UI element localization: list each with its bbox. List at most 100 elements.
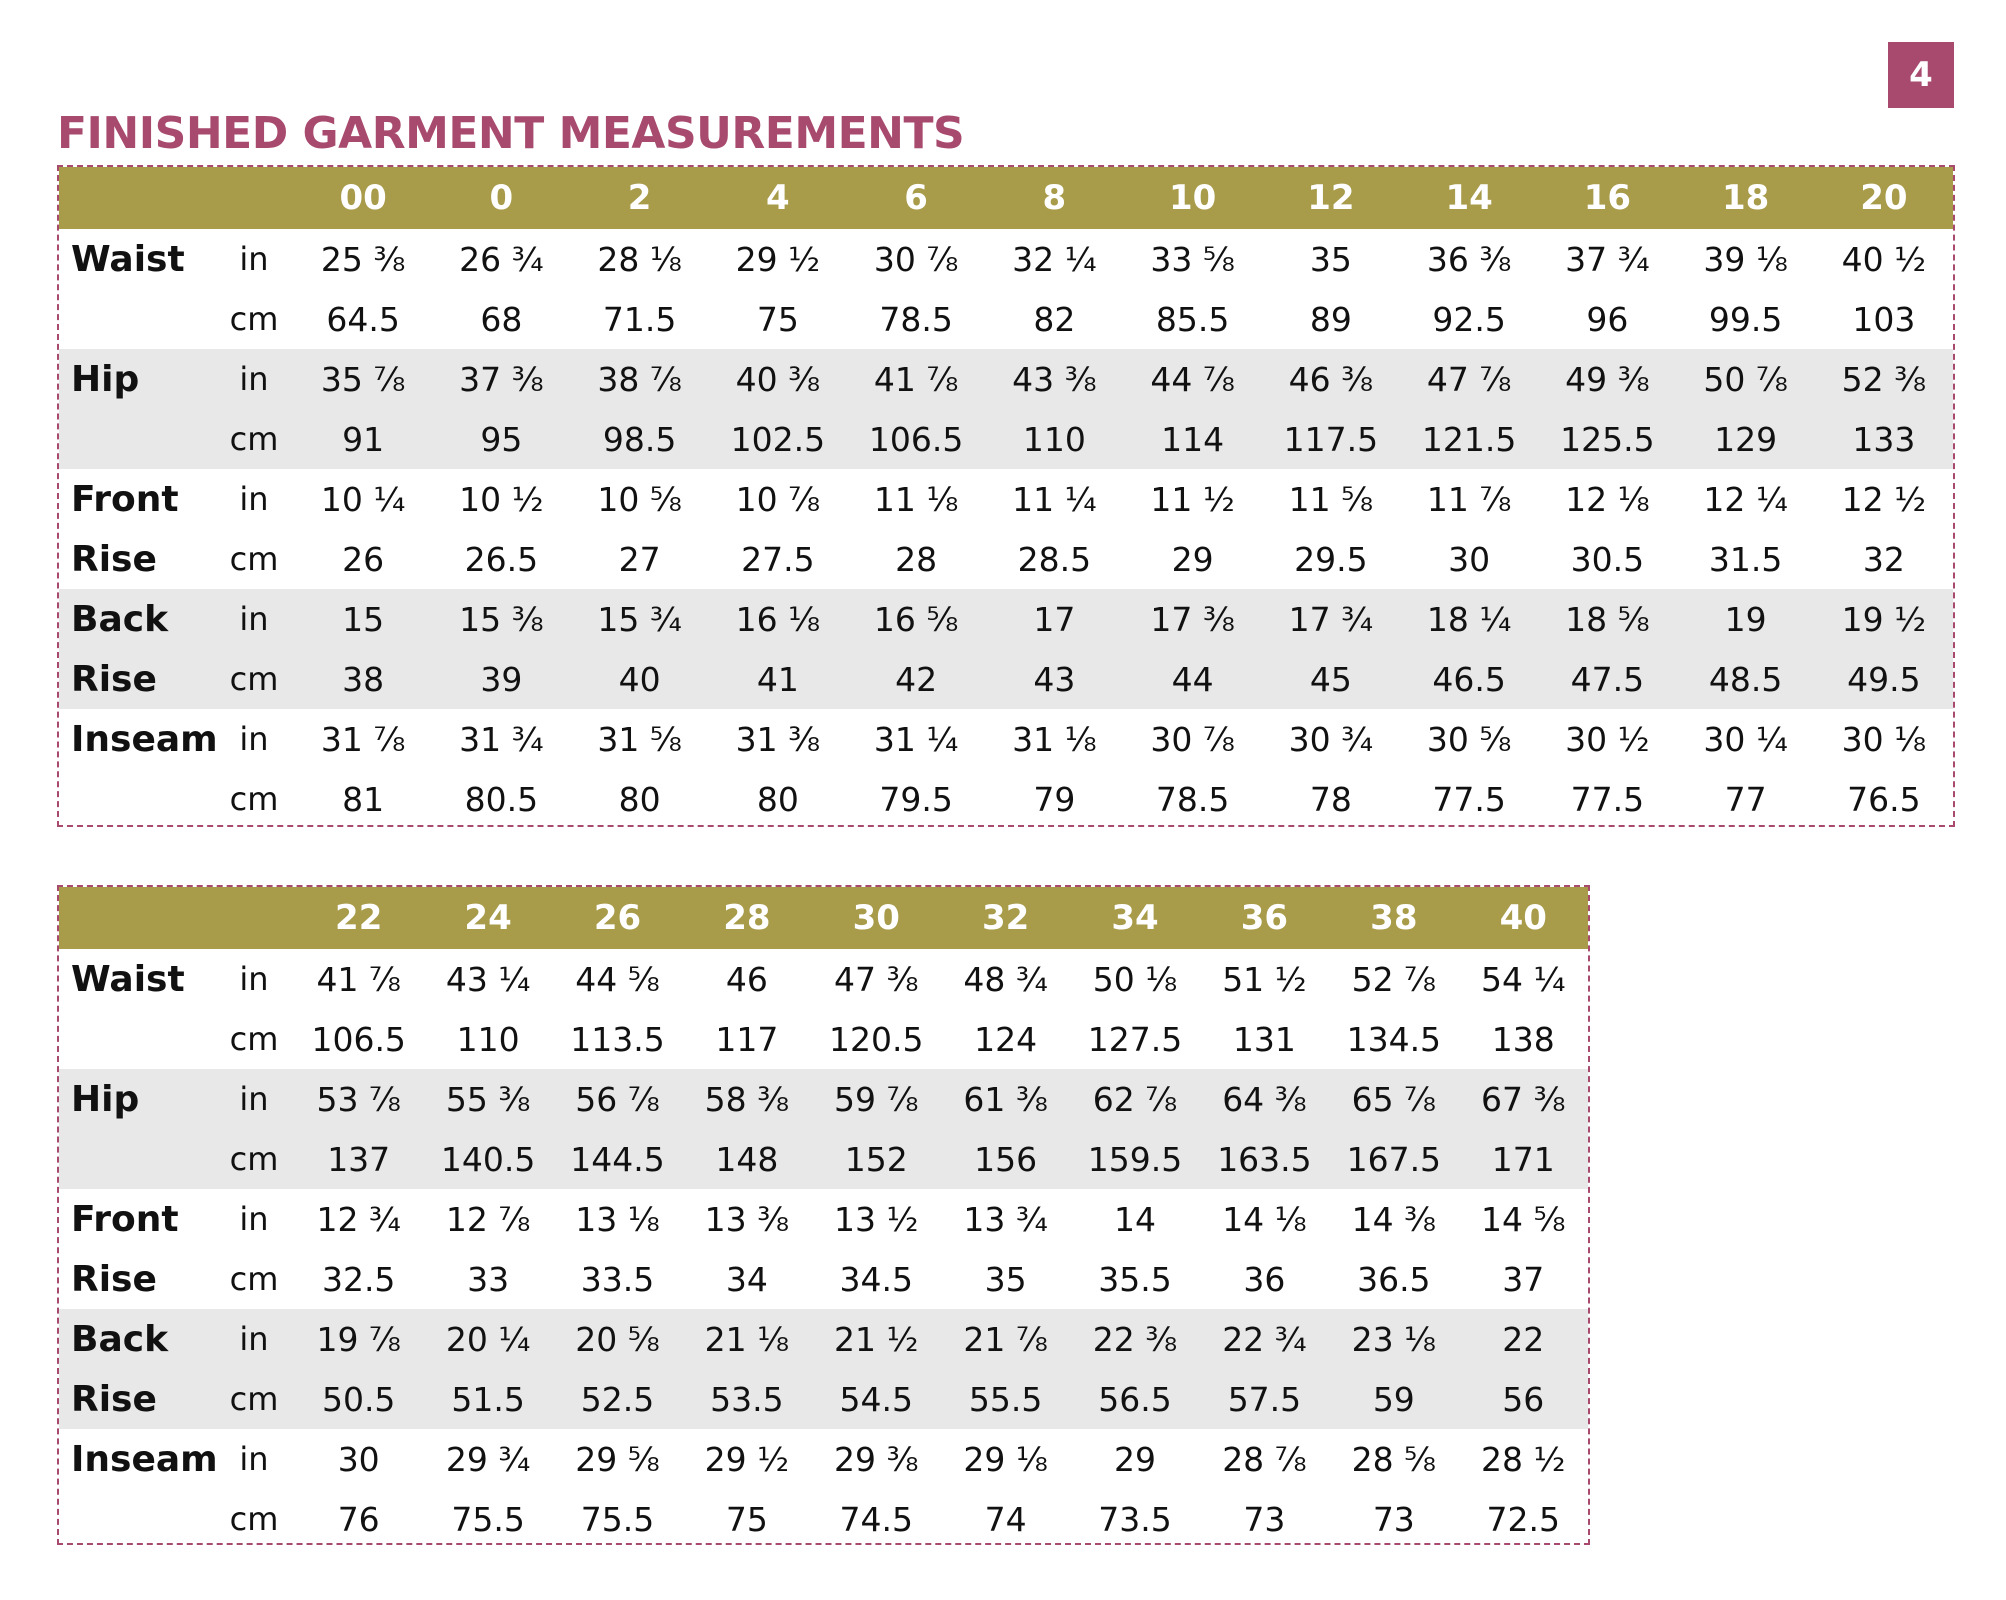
measurement-value: 14 ⅛ <box>1222 1199 1307 1239</box>
measurement-value: 33.5 <box>580 1259 655 1299</box>
measurement-value: 110 <box>456 1019 520 1059</box>
unit-label: cm <box>229 780 279 818</box>
measurement-value: 26 <box>342 539 385 579</box>
measurement-value: 46.5 <box>1400 649 1539 709</box>
measurement-value: 50 ⅛ <box>1092 959 1178 999</box>
unit-label: cm <box>214 649 294 709</box>
measurement-value: 37 <box>1502 1259 1545 1299</box>
measurement-value: 156 <box>940 1129 1071 1189</box>
measurements-table-1: 00 0 2 4 6 8 10 12 14 16 18 20 Waist in 25… <box>59 167 1953 829</box>
measurement-value: 36 ⅜ <box>1426 239 1512 279</box>
measurement-label: Inseam <box>71 718 218 760</box>
size-header: 20 <box>1860 178 1908 218</box>
measurement-value: 117 <box>715 1019 779 1059</box>
unit-label: cm <box>214 409 294 469</box>
measurement-value: 21 ⅞ <box>940 1309 1071 1369</box>
measurement-label <box>59 1489 214 1549</box>
measurement-value: 64 ⅜ <box>1199 1069 1330 1129</box>
measurement-label <box>59 289 214 349</box>
measurement-value: 20 ⅝ <box>552 1309 683 1369</box>
measurement-value: 78 <box>1309 779 1352 819</box>
measurement-value: 32 ¼ <box>1012 239 1097 279</box>
unit-label: cm <box>214 1369 294 1429</box>
measurement-value: 144.5 <box>552 1129 683 1189</box>
measurement-row: Rise cm 38 39 40 41 42 43 44 45 46.5 47.5 48.5 49.5 <box>59 649 1953 709</box>
size-header: 22 <box>335 898 383 938</box>
measurement-value: 10 ⅝ <box>597 479 682 519</box>
measurement-value: 46 ⅜ <box>1261 349 1400 409</box>
measurement-row: cm 106.5 110 113.5 117 120.5 124 127.5 131 134.5 1… <box>59 1009 1588 1069</box>
measurement-value: 99.5 <box>1708 299 1783 339</box>
measurement-row: Back in 15 15 ⅜ 15 ¾ 16 ⅛ 16 ⅝ 17 17 ⅜ 17 ¾ 18 ¼ 18… <box>59 589 1953 649</box>
size-header: 34 <box>1111 898 1159 938</box>
measurement-value: 36 <box>1243 1259 1286 1299</box>
measurement-value: 89 <box>1309 299 1352 339</box>
measurement-value: 113.5 <box>570 1019 665 1059</box>
size-header: 40 <box>1499 898 1547 938</box>
measurements-body: Waist in 41 ⅞ 43 ¼ 44 ⅝ 46 47 ⅜ 48 ¾ 50 ⅛ 51 ½ 52 … <box>59 949 1588 1549</box>
measurement-value: 41 ⅞ <box>847 349 986 409</box>
measurement-value: 75.5 <box>580 1499 655 1539</box>
measurement-value: 12 ½ <box>1841 479 1927 519</box>
measurement-value: 56.5 <box>1070 1369 1200 1429</box>
measurement-value: 22 ⅜ <box>1070 1309 1200 1369</box>
measurement-value: 30 <box>1448 539 1491 579</box>
measurement-value: 167.5 <box>1329 1129 1459 1189</box>
measurement-row: Hip in 35 ⅞ 37 ⅜ 38 ⅞ 40 ⅜ 41 ⅞ 43 ⅜ 44 ⅞ 46 ⅜ 47 … <box>59 349 1953 409</box>
measurement-value: 140.5 <box>423 1129 553 1189</box>
measurement-value: 16 ⅛ <box>708 589 847 649</box>
measurement-value: 30 <box>337 1439 380 1479</box>
unit-label: cm <box>229 1500 279 1538</box>
measurement-value: 75.5 <box>451 1499 525 1539</box>
measurement-value: 80 <box>618 779 661 819</box>
measurement-value: 37 ¾ <box>1565 239 1650 279</box>
size-header: 36 <box>1240 898 1289 938</box>
measurement-value: 32.5 <box>321 1259 396 1299</box>
size-header: 24 <box>464 898 512 938</box>
measurement-value: 75 <box>725 1499 768 1539</box>
measurement-value: 159.5 <box>1070 1129 1200 1189</box>
measurement-value: 125.5 <box>1538 409 1677 469</box>
measurement-value: 25 ⅜ <box>320 239 406 279</box>
measurement-value: 12 ⅞ <box>445 1199 531 1239</box>
measurement-value: 91 <box>294 409 433 469</box>
measurement-row: cm 81 80.5 80 80 79.5 79 78.5 78 77.5 77.5 77 76.5 <box>59 769 1953 829</box>
unit-label: in <box>214 349 294 409</box>
size-header: 32 <box>981 898 1030 938</box>
measurement-value: 30.5 <box>1570 539 1645 579</box>
measurement-value: 78.5 <box>1155 779 1230 819</box>
size-header: 8 <box>1042 178 1067 218</box>
measurement-value: 171 <box>1458 1129 1588 1189</box>
measurement-value: 68 <box>480 299 523 339</box>
measurement-value: 129 <box>1676 409 1815 469</box>
measurement-label: Front <box>71 1198 179 1240</box>
measurement-value: 77 <box>1724 779 1767 819</box>
measurement-row: Inseam in 30 29 ¾ 29 ⅝ 29 ½ 29 ⅜ 29 ⅛ 29 28 ⅞ 28 ⅝… <box>59 1429 1588 1489</box>
measurement-row: Front in 10 ¼ 10 ½ 10 ⅝ 10 ⅞ 11 ⅛ 11 ¼ 11 ½ 11 ⅝ 1… <box>59 469 1953 529</box>
measurement-row: Rise cm 26 26.5 27 27.5 28 28.5 29 29.5 30 30.5 31.5… <box>59 529 1953 589</box>
measurement-label: Rise <box>71 538 157 580</box>
measurement-value: 137 <box>294 1129 424 1189</box>
measurement-value: 30 ⅞ <box>1150 719 1235 759</box>
measurement-value: 28 ½ <box>1481 1439 1566 1479</box>
measurement-value: 34.5 <box>839 1259 913 1299</box>
size-header: 28 <box>723 898 771 938</box>
measurement-value: 31 ⅝ <box>597 719 682 759</box>
measurement-value: 54.5 <box>811 1369 941 1429</box>
size-header: 16 <box>1583 178 1632 218</box>
measurement-value: 28 ⅞ <box>1222 1439 1307 1479</box>
measurement-value: 27 <box>618 539 661 579</box>
measurement-value: 47 ⅜ <box>834 959 919 999</box>
measurement-value: 28 ⅝ <box>1351 1439 1437 1479</box>
measurement-row: cm 64.5 68 71.5 75 78.5 82 85.5 89 92.5 96 99.5 103 <box>59 289 1953 349</box>
measurement-value: 27.5 <box>741 539 815 579</box>
measurement-value: 30 ½ <box>1565 719 1650 759</box>
unit-label: in <box>214 1069 294 1129</box>
measurement-row: Rise cm 32.5 33 33.5 34 34.5 35 35.5 36 36.5 37 <box>59 1249 1588 1309</box>
measurement-value: 55.5 <box>940 1369 1071 1429</box>
measurement-value: 82 <box>1033 299 1076 339</box>
measurement-value: 29 <box>1114 1439 1157 1479</box>
measurement-value: 39 <box>432 649 571 709</box>
size-header: 26 <box>593 898 642 938</box>
measurement-value: 26 ¾ <box>459 239 544 279</box>
